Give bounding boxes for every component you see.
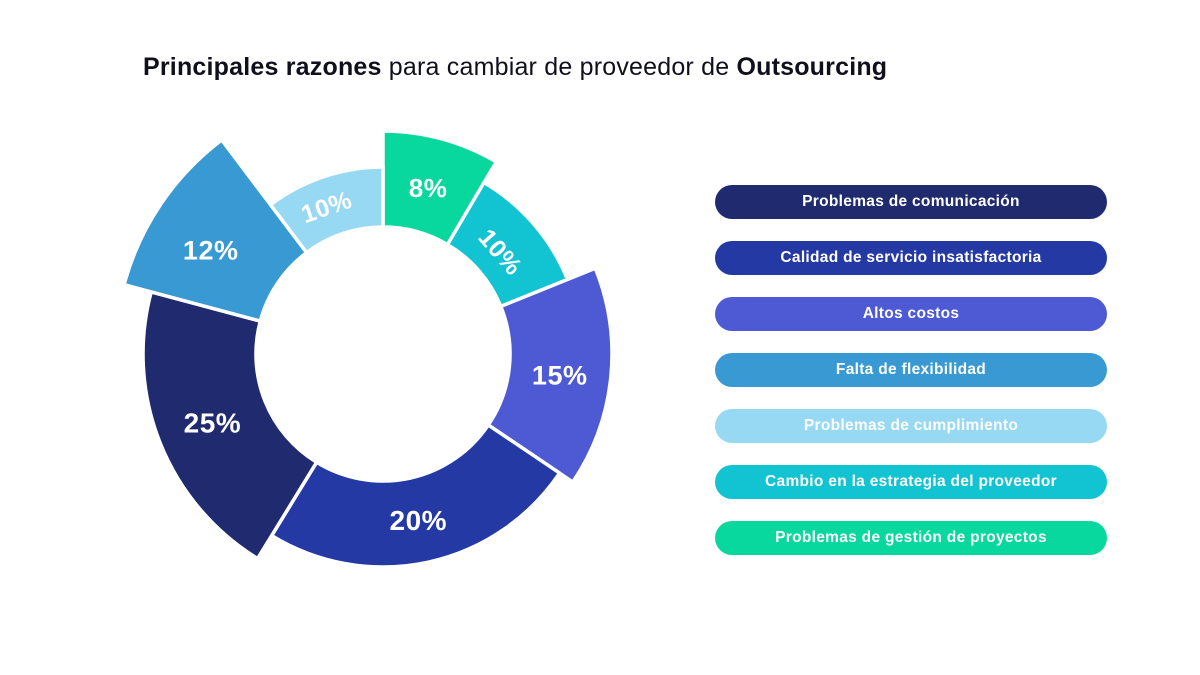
- legend-pill-problemas-cumplimiento: Problemas de cumplimiento: [715, 409, 1107, 443]
- legend-pill-falta-flexibilidad: Falta de flexibilidad: [715, 353, 1107, 387]
- slice-percent-label-problemas-de-comunicacion: 25%: [184, 407, 242, 438]
- slice-percent-label-altos-costos: 15%: [532, 361, 588, 391]
- slice-percent-label-calidad-de-servicio-insatisfactoria: 20%: [390, 505, 448, 536]
- title-bold-lead: Principales razones: [143, 53, 382, 81]
- slice-percent-label-problemas-de-gestion-de-proyectos: 8%: [409, 173, 448, 203]
- legend-label: Calidad de servicio insatisfactoria: [780, 249, 1042, 266]
- title-regular-mid: para cambiar de proveedor de: [381, 53, 737, 81]
- title-bold-tail: Outsourcing: [736, 53, 888, 81]
- donut-slice-problemas-de-cumplimiento: [268, 165, 385, 255]
- donut-slice-problemas-de-gestion-de-proyectos: [381, 129, 498, 247]
- legend-label: Cambio en la estrategia del proveedor: [765, 473, 1057, 490]
- donut-slice-altos-costos: [486, 266, 614, 484]
- legend-label: Problemas de gestión de proyectos: [775, 529, 1047, 546]
- slice-percent-label-falta-de-flexibilidad: 12%: [183, 236, 239, 266]
- legend-label: Problemas de cumplimiento: [803, 417, 1019, 434]
- legend-label: Altos costos: [862, 305, 960, 322]
- legend-pill-calidad-servicio: Calidad de servicio insatisfactoria: [715, 241, 1107, 275]
- legend-pill-cambio-estrategia: Cambio en la estrategia del proveedor: [715, 465, 1107, 499]
- legend-label: Falta de flexibilidad: [835, 361, 987, 378]
- legend-label: Problemas de comunicación: [802, 193, 1020, 210]
- legend-pill-problemas-comunicacion: Problemas de comunicación: [715, 185, 1107, 219]
- legend-pill-gestion-proyectos: Problemas de gestión de proyectos: [715, 521, 1107, 555]
- legend-pill-altos-costos: Altos costos: [715, 297, 1107, 331]
- donut-slice-problemas-de-comunicacion: [141, 290, 319, 561]
- page-title: Principales razones para cambiar de prov…: [143, 52, 887, 82]
- donut-slice-falta-de-flexibilidad: [122, 138, 309, 323]
- donut-slice-calidad-de-servicio-insatisfactoria: [269, 423, 562, 569]
